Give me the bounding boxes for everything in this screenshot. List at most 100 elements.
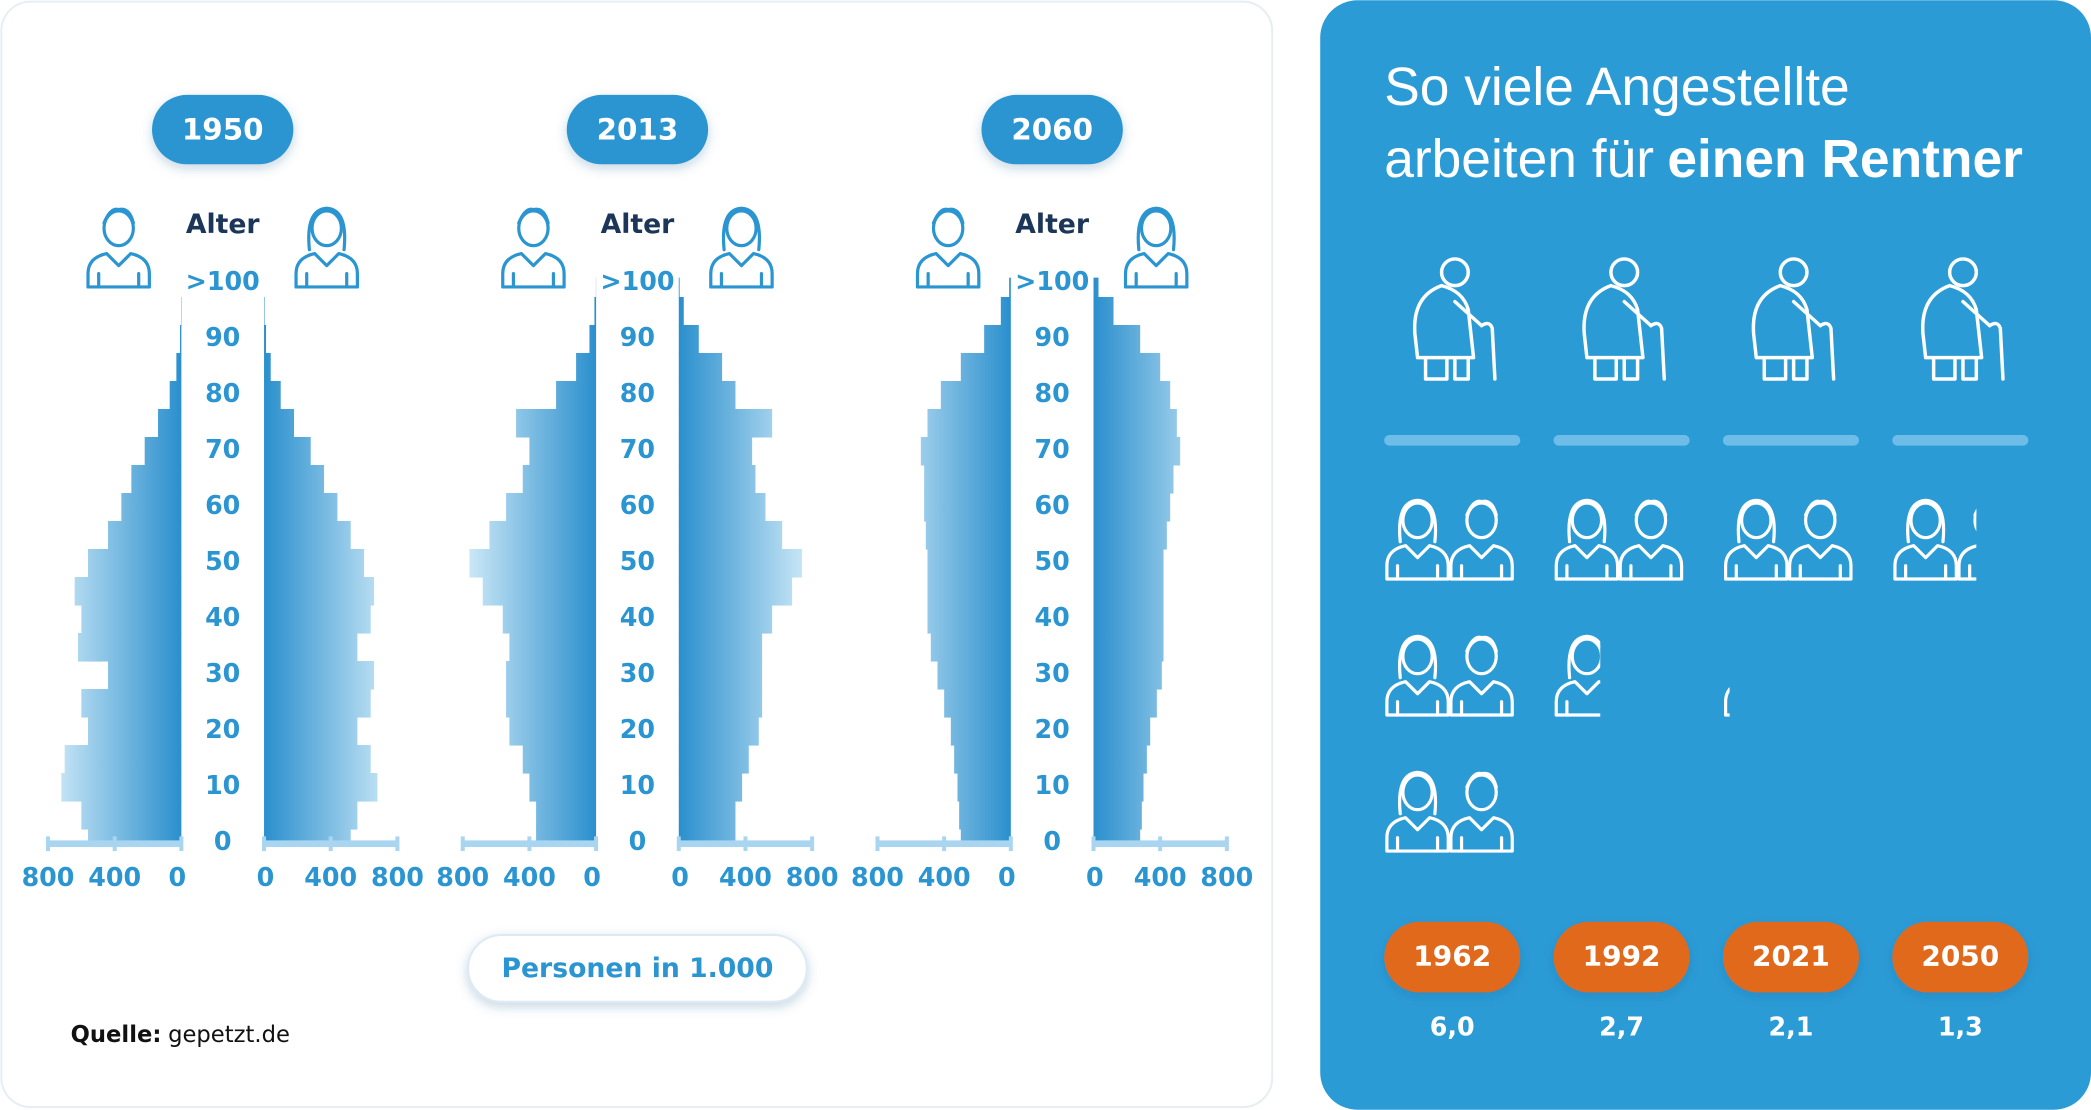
bar-left <box>506 492 597 522</box>
woman-icon <box>1123 206 1189 289</box>
bar-left <box>594 296 597 326</box>
bar-left <box>925 520 1011 550</box>
bar-left <box>556 380 597 410</box>
icon-arms <box>1459 836 1504 853</box>
title-line-1: So viele Angestellte <box>1384 58 1849 117</box>
icon-body <box>1618 544 1684 581</box>
icon-arms <box>1459 564 1504 581</box>
icon-body <box>1724 544 1789 581</box>
icon-body <box>915 252 981 289</box>
y-tick-label: 40 <box>1035 602 1070 632</box>
year-pill <box>152 94 294 165</box>
y-tick-label: 70 <box>205 434 240 464</box>
icon-head <box>725 209 758 248</box>
y-tick-label: 20 <box>620 714 655 744</box>
icon-cane <box>1649 321 1666 381</box>
bar-left <box>924 492 1011 522</box>
icon-body <box>86 252 151 289</box>
icon-arms <box>511 272 556 289</box>
bar-right <box>1093 801 1142 830</box>
bar-left <box>61 773 182 802</box>
bar-left <box>81 801 182 830</box>
bar-right <box>264 408 295 438</box>
year-pill <box>1722 921 1859 993</box>
y-tick-label: 80 <box>1035 378 1070 408</box>
bar-left <box>930 633 1011 662</box>
icon-body <box>1123 252 1189 289</box>
bar-left <box>506 661 597 690</box>
bar-right <box>264 464 325 494</box>
bar-right <box>264 633 358 662</box>
bar-right <box>1093 520 1167 550</box>
bar-right <box>1093 605 1164 634</box>
y-tick-label: 10 <box>205 770 240 800</box>
bar-left <box>489 520 597 550</box>
bar-right <box>678 277 680 298</box>
man-icon <box>501 207 566 289</box>
icon-arms <box>1459 700 1504 717</box>
x-tick-label: 800 <box>1200 862 1253 892</box>
year-label: 2060 <box>1011 112 1093 146</box>
icon-head <box>1401 637 1434 676</box>
source-label: Quelle: <box>71 1022 162 1048</box>
x-tick-label: 0 <box>998 862 1016 892</box>
y-tick-label: 80 <box>205 378 240 408</box>
bar-right <box>678 745 749 774</box>
bar-right <box>1093 324 1141 354</box>
icon-body <box>1751 283 1823 381</box>
y-tick-label: 30 <box>620 658 655 688</box>
title-line-2: arbeiten für einen Rentner <box>1384 130 2023 189</box>
bar-left <box>509 717 597 746</box>
separator <box>1892 434 2029 446</box>
bar-left <box>940 380 1011 410</box>
icon-body <box>1412 283 1484 381</box>
woman-icon <box>1385 634 1450 717</box>
bar-left <box>529 436 597 466</box>
bar-right <box>678 605 773 634</box>
icon-arms <box>926 272 970 289</box>
x-label-pill <box>467 934 808 1003</box>
icon-arms <box>1629 564 1673 581</box>
icon-head <box>1401 501 1434 540</box>
bar-left <box>589 324 597 354</box>
year-pill <box>1892 921 2029 993</box>
icon-head <box>1740 501 1773 540</box>
bar-right <box>264 436 311 466</box>
x-tick-label: 0 <box>583 862 601 892</box>
icon-hair <box>1398 498 1438 544</box>
y-tick-label: 90 <box>620 322 655 352</box>
bar-left <box>469 548 597 578</box>
source: Quelle: gepetzt.de <box>71 1022 290 1048</box>
man-icon <box>1449 771 1514 853</box>
y-tick-label: >100 <box>186 266 260 296</box>
y-tick-label: 80 <box>620 378 655 408</box>
bar-left <box>88 829 182 844</box>
value-label: 2,7 <box>1599 1011 1644 1041</box>
y-tick-label: 0 <box>1043 826 1061 856</box>
bar-left <box>482 577 597 606</box>
icon-hair <box>1736 498 1776 544</box>
bar-left <box>180 324 182 354</box>
y-tick-label: 50 <box>1035 546 1070 576</box>
bar-left <box>984 324 1011 354</box>
bar-left <box>169 380 182 410</box>
worker-icons <box>1724 498 1853 717</box>
x-tick-label: 800 <box>786 862 839 892</box>
bar-left <box>944 689 1011 718</box>
y-tick-label: 30 <box>1035 658 1070 688</box>
year-label: 2021 <box>1752 940 1830 973</box>
icon-body <box>294 252 359 289</box>
bar-right <box>264 773 378 802</box>
bar-right <box>678 633 763 662</box>
pensioner-icon <box>1921 257 2005 381</box>
bar-left <box>927 605 1011 634</box>
man-icon <box>1449 499 1514 581</box>
icon-hair <box>1465 771 1498 789</box>
bar-left <box>64 745 182 774</box>
y-axis-label: Alter <box>186 209 261 240</box>
bar-left <box>158 408 182 438</box>
bar-left <box>121 492 182 522</box>
woman-icon <box>1893 498 1958 581</box>
bar-left <box>536 801 597 830</box>
